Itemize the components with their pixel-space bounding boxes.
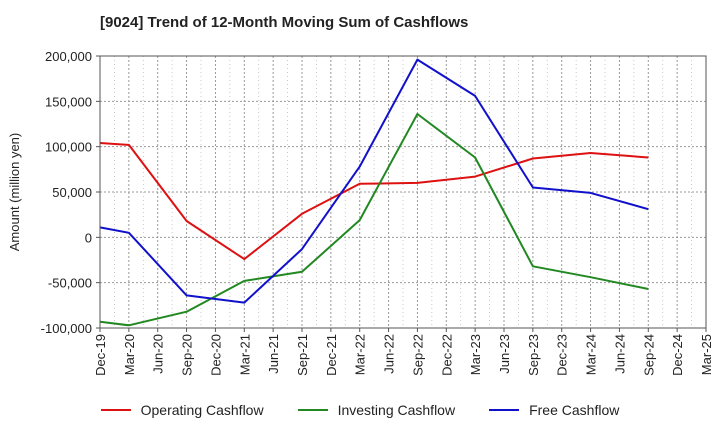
y-tick-label: 50,000 [52, 185, 92, 200]
legend-label: Investing Cashflow [337, 402, 456, 418]
x-tick-label: Jun-24 [612, 334, 627, 374]
x-tick-label: Mar-21 [237, 334, 252, 375]
series-layer [99, 58, 649, 327]
legend-label: Free Cashflow [529, 402, 620, 418]
x-tick-label: Jun-22 [382, 334, 397, 374]
legend-swatch [489, 409, 520, 411]
y-tick-label: 200,000 [45, 49, 92, 64]
x-tick-label: Mar-20 [122, 334, 137, 375]
legend-swatch [100, 409, 131, 411]
series-line [99, 113, 649, 327]
y-tick-label: 150,000 [45, 94, 92, 109]
legend-label: Operating Cashflow [140, 402, 264, 418]
x-tick-label: Dec-23 [555, 334, 570, 376]
axis-layer: 200,000 150,000 100,000 50,000 0 -50,000 -100,… [41, 49, 714, 376]
x-tick-label: Sep-23 [526, 334, 541, 376]
grid-layer [99, 55, 707, 329]
y-tick-label: 0 [85, 230, 92, 245]
legend-item: Free Cashflow [489, 402, 619, 418]
x-tick-label: Mar-25 [699, 334, 714, 375]
x-tick-label: Jun-21 [266, 334, 281, 374]
legend: Operating Cashflow Investing Cashflow Free… [0, 402, 720, 418]
x-tick-label: Sep-21 [295, 334, 310, 376]
y-tick-label: -100,000 [41, 321, 92, 336]
legend-item: Investing Cashflow [297, 402, 456, 418]
chart-title: [9024] Trend of 12-Month Moving Sum of C… [100, 14, 469, 31]
x-tick-label: Dec-19 [93, 334, 108, 376]
x-tick-label: Sep-22 [410, 334, 425, 376]
x-tick-label: Mar-22 [353, 334, 368, 375]
x-tick-label: Dec-21 [324, 334, 339, 376]
legend-swatch [297, 409, 328, 411]
x-tick-label: Sep-20 [180, 334, 195, 376]
x-tick-label: Dec-24 [670, 334, 685, 376]
series-line [99, 142, 649, 261]
y-axis-label: Amount (million yen) [7, 133, 22, 252]
x-tick-label: Jun-20 [151, 334, 166, 374]
x-tick-label: Dec-22 [439, 334, 454, 376]
y-tick-label: -50,000 [48, 276, 92, 291]
x-tick-label: Jun-23 [497, 334, 512, 374]
x-tick-label: Sep-24 [641, 334, 656, 376]
x-tick-label: Dec-20 [208, 334, 223, 376]
series-line [99, 58, 649, 304]
legend-item: Operating Cashflow [100, 402, 264, 418]
x-tick-label: Mar-24 [584, 334, 599, 375]
x-tick-label: Mar-23 [468, 334, 483, 375]
y-tick-label: 100,000 [45, 140, 92, 155]
